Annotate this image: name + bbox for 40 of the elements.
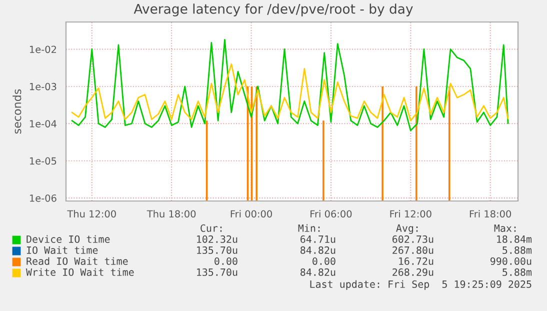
text: Last update: Fri Sep 5 19:25:09 2025 [310,280,532,290]
x-tick-label: Fri 18:00 [470,210,512,218]
text: 0.00 [214,257,238,265]
y-tick-label: 1e-02 [30,46,56,54]
text: 102.32u [197,235,238,243]
x-tick-label: Fri 00:00 [230,210,272,218]
text: 18.84m [497,235,532,243]
text: 990.00u [490,257,532,265]
x-tick-label: Thu 12:00 [67,210,116,218]
text: 135.70u [197,246,238,254]
x-tick-label: Fri 12:00 [390,210,432,218]
y-tick-label: 1e-06 [30,194,56,202]
text: 64.71u [300,235,336,243]
legend-label: Write IO Wait time [26,268,134,276]
legend-label: Read IO Wait time [26,257,128,265]
text: 602.73u [392,235,434,243]
text: 16.72u [399,257,434,265]
text: Avg: [396,224,418,234]
x-tick-label: Fri 06:00 [310,210,352,218]
y-tick-label: 1e-04 [30,120,56,128]
text: 84.82u [300,268,336,276]
legend-label: IO Wait time [26,246,98,254]
legend-label: Device IO time [26,235,110,243]
text: 5.88m [502,246,532,254]
chart-title: Average latency for /dev/pve/root - by day [134,4,413,16]
y-axis-title: seconds [12,89,22,134]
text: Max: [494,224,516,232]
text: Min: [298,224,320,232]
y-tick-label: 1e-03 [30,82,56,90]
text: 5.88m [502,268,532,276]
text: Cur: [200,224,222,232]
text: 0.00 [312,257,336,265]
y-tick-label: 1e-05 [30,157,56,165]
line-series [71,63,509,122]
line-series [71,39,509,132]
text: 267.80u [392,246,434,254]
text: 268.29u [392,268,434,276]
text: 135.70u [197,268,238,276]
x-tick-label: Thu 18:00 [146,210,196,218]
text: 84.82u [300,246,336,254]
